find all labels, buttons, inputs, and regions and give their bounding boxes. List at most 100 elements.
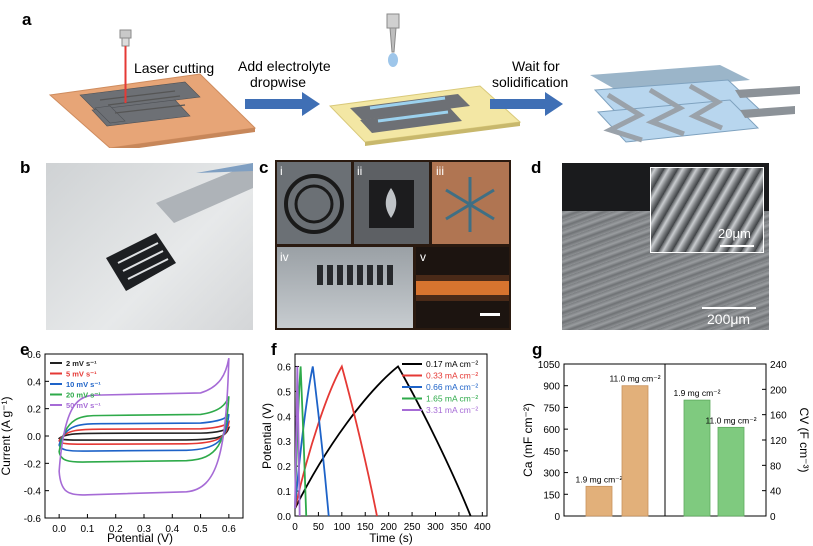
photo-ii-flower	[354, 162, 429, 244]
photo-v-cross-section	[416, 247, 509, 328]
step3-label-line1: Wait for	[512, 58, 560, 74]
cv-legend-label: 2 mV s⁻¹	[66, 359, 97, 368]
cap-right-tick-label: 40	[770, 487, 782, 498]
sub-label-ii: ii	[357, 164, 363, 178]
step3-label-line2: solidification	[492, 74, 569, 90]
gcd-curve-0	[294, 365, 472, 517]
cap-right-bar-label: 1.9 mg cm⁻²	[674, 388, 721, 398]
cv-curve-2	[58, 413, 230, 452]
electrolyte-droplets	[369, 96, 449, 123]
device-photo	[46, 163, 253, 330]
cv-x-tick-label: 0.3	[137, 524, 151, 535]
cv-y-axis-label: Current (A g⁻¹)	[0, 396, 13, 475]
inset-scale-bar	[720, 245, 754, 247]
cap-right-bar-0	[683, 399, 711, 517]
panel-label-e: e	[20, 340, 30, 359]
glove	[196, 163, 253, 173]
sub-label-iv: iv	[280, 250, 289, 264]
cap-left-tick-label: 750	[543, 403, 560, 414]
panel-label-d: d	[531, 158, 542, 177]
orange-substrate-edge	[110, 128, 255, 148]
gcd-y-tick-label: 0.4	[277, 412, 291, 423]
sem-inset	[650, 167, 764, 253]
cap-left-tick-label: 450	[543, 447, 560, 458]
laser-head	[119, 29, 132, 39]
gcd-y-tick-label: 0.1	[277, 487, 291, 498]
cap-left-tick-label: 600	[543, 425, 560, 436]
arrow-step-2[interactable]	[490, 92, 563, 116]
gcd-y-axis-label: Potential (V)	[262, 403, 274, 469]
gcd-x-axis-label: Time (s)	[369, 531, 413, 545]
cv-x-tick-label: 0.2	[109, 524, 123, 535]
gcd-x-tick-label: 350	[451, 522, 468, 533]
electrode-slits	[99, 90, 186, 114]
gcd-legend-label: 0.17 mA cm⁻²	[426, 359, 478, 369]
cv-y-tick-label: -0.6	[24, 514, 42, 525]
step2-label-line2: dropwise	[250, 74, 307, 90]
cv-legend-label: 10 mV s⁻¹	[66, 380, 101, 389]
cv-y-tick-label: 0.6	[27, 350, 41, 361]
step2-label-line1: Add electrolyte	[238, 58, 331, 74]
arrow-step-1[interactable]	[245, 92, 320, 116]
cap-right-bar-1	[717, 426, 745, 517]
dropper-tip	[389, 27, 397, 53]
cap-right-tick-label: 160	[770, 411, 787, 422]
cap-right-tick-label: 240	[770, 360, 787, 371]
photo-i-logo	[277, 162, 351, 244]
gcd-x-tick-label: 200	[380, 522, 397, 533]
gcd-x-tick-label: 150	[357, 522, 374, 533]
cap-right-bar-label: 11.0 mg cm⁻²	[705, 415, 756, 425]
gcd-legend-label: 3.31 mA cm⁻²	[426, 405, 478, 415]
cv-y-tick-label: -0.2	[24, 459, 42, 470]
gcd-curve-4	[294, 366, 301, 517]
cap-left-tick-label: 300	[543, 469, 560, 480]
cap-left-tick-label: 0	[554, 512, 560, 523]
sem-image	[562, 163, 769, 330]
gcd-x-tick-label: 300	[427, 522, 444, 533]
cap-right-tick-label: 120	[770, 436, 787, 447]
laser-cut-electrode	[79, 81, 201, 127]
cap-left-bar-label: 1.9 mg cm⁻²	[576, 474, 623, 484]
panel-label-a: a	[22, 10, 32, 29]
gcd-y-tick-label: 0.3	[277, 437, 291, 448]
panel-c-collage	[275, 160, 511, 330]
cap-right-tick-label: 80	[770, 461, 782, 472]
cap-left-bar-1	[621, 385, 649, 517]
cap-left-axis-label: Ca (mF cm⁻²)	[521, 403, 535, 477]
cv-curve-0	[57, 426, 231, 441]
drop	[388, 53, 398, 67]
laser-nozzle	[121, 37, 130, 47]
device-fingers	[117, 242, 169, 280]
main-scale-bar	[702, 307, 756, 309]
capacitance-chart: 0 150 300 450 600 750 900 1050 0 40 80 120 160 200 240…	[521, 360, 810, 523]
cv-y-tick-label: 0.2	[27, 405, 41, 416]
cv-x-tick-label: 0.1	[80, 524, 94, 535]
cv-x-tick-label: 0.4	[165, 524, 179, 535]
cv-x-tick-label: 0.5	[194, 524, 208, 535]
cv-curve-1	[58, 420, 231, 446]
yellow-substrate-edge	[365, 122, 520, 146]
inset-scale-label: 20μm	[718, 226, 751, 241]
step1-label: Laser cutting	[134, 60, 215, 76]
gcd-x-tick-label: 0	[292, 522, 298, 533]
cv-legend-label: 50 mV s⁻¹	[66, 401, 101, 410]
gcd-curve-2	[294, 366, 330, 517]
gcd-chart: 0.0 0.1 0.2 0.3 0.4 0.5 0.6 0 50 100 150 200 250 300 3…	[262, 353, 491, 545]
cv-legend-label: 20 mV s⁻¹	[66, 391, 101, 400]
cv-x-axis-label: Potential (V)	[107, 531, 173, 545]
cv-x-tick-label: 0.6	[222, 524, 236, 535]
gcd-x-tick-label: 100	[333, 522, 350, 533]
panel-label-g: g	[532, 340, 543, 359]
gcd-x-tick-label: 50	[313, 522, 325, 533]
solidified-device	[590, 65, 800, 143]
gcd-y-tick-label: 0.5	[277, 387, 291, 398]
cap-right-axis-label: CV (F cm⁻³)	[797, 408, 810, 473]
cv-legend-label: 5 mV s⁻¹	[66, 370, 97, 379]
cap-left-bar-0	[585, 485, 613, 517]
cv-curve-4	[58, 357, 230, 496]
gcd-x-tick-label: 400	[474, 522, 491, 533]
gcd-y-tick-label: 0.6	[277, 362, 291, 373]
gcd-plot-frame	[294, 353, 488, 517]
tweezers	[156, 163, 253, 223]
cap-right-tick-label: 0	[770, 512, 776, 523]
